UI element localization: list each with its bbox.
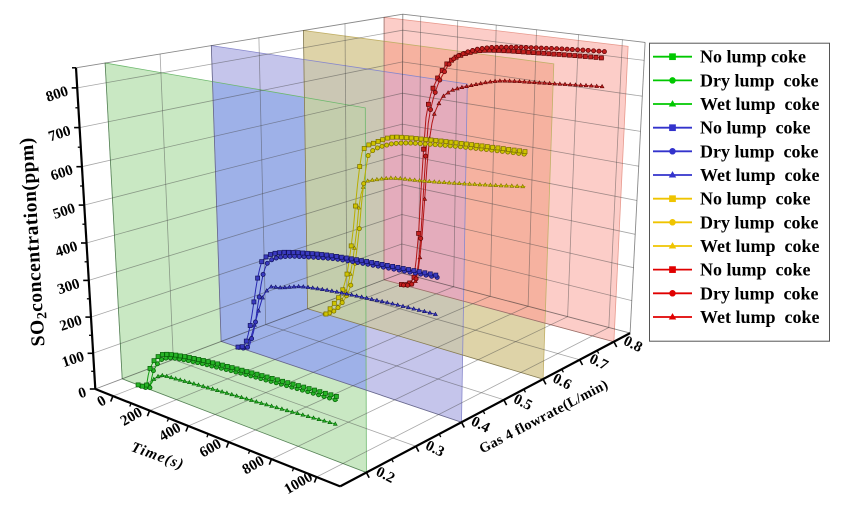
svg-text:200: 200 (58, 313, 84, 335)
svg-text:No lump coke: No lump coke (700, 189, 811, 209)
svg-text:Dry lump coke: Dry lump coke (700, 141, 819, 161)
svg-text:0.4: 0.4 (468, 414, 492, 437)
svg-text:No lump coke: No lump coke (700, 118, 811, 138)
svg-text:Wet lump coke: Wet lump coke (700, 94, 820, 114)
svg-text:0.2: 0.2 (373, 464, 397, 487)
svg-text:Wet lump coke: Wet lump coke (700, 307, 820, 327)
svg-text:700: 700 (46, 123, 72, 145)
svg-text:No lump coke: No lump coke (700, 47, 806, 67)
svg-text:0.3: 0.3 (423, 438, 447, 461)
svg-text:0.6: 0.6 (550, 371, 574, 394)
svg-text:500: 500 (51, 201, 77, 223)
svg-text:0.7: 0.7 (587, 351, 611, 374)
svg-text:100: 100 (60, 349, 86, 371)
svg-text:No lump coke: No lump coke (700, 260, 811, 280)
svg-text:Dry lump coke: Dry lump coke (700, 212, 819, 232)
svg-text:Dry lump coke: Dry lump coke (700, 283, 819, 303)
svg-text:Dry lump coke: Dry lump coke (700, 70, 819, 90)
svg-text:800: 800 (44, 83, 70, 105)
svg-text:Wet lump coke: Wet lump coke (700, 165, 820, 185)
svg-text:0.8: 0.8 (621, 333, 645, 356)
svg-text:Wet lump coke: Wet lump coke (700, 236, 820, 256)
svg-text:400: 400 (53, 239, 79, 261)
svg-text:600: 600 (49, 162, 75, 184)
svg-text:0.5: 0.5 (511, 391, 535, 414)
svg-text:300: 300 (56, 276, 82, 298)
